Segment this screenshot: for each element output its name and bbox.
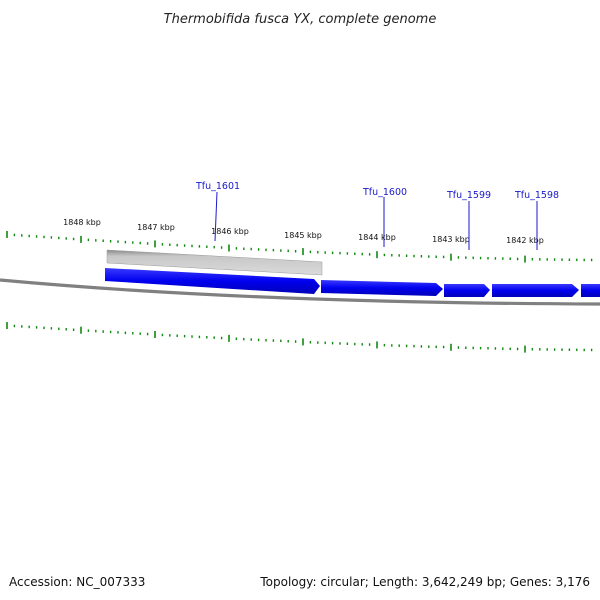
gene-label-tfu-1600[interactable]: Tfu_1600 <box>362 187 407 198</box>
kbp-label: 1846 kbp <box>211 227 249 236</box>
genome-backbone <box>0 278 600 306</box>
kbp-label: 1844 kbp <box>358 233 396 242</box>
inner-tick-ring <box>6 322 593 353</box>
gene-label-tfu-1599[interactable]: Tfu_1599 <box>446 190 491 201</box>
gene-label-leader <box>214 191 218 242</box>
gene-label-tfu-1601[interactable]: Tfu_1601 <box>195 181 240 192</box>
outer-tick-ring <box>6 231 593 263</box>
kbp-label: 1843 kbp <box>432 235 470 244</box>
genome-summary: Topology: circular; Length: 3,642,249 bp… <box>259 575 590 589</box>
gene-feature-tfu-1598[interactable] <box>492 284 579 297</box>
gene-feature-tfu-1599[interactable] <box>444 284 490 297</box>
gene-feature-segment[interactable] <box>105 268 320 294</box>
gene-feature-tfu-1600[interactable] <box>321 280 443 296</box>
gene-label-tfu-1598[interactable]: Tfu_1598 <box>514 190 559 201</box>
gene-feature-tfu-1601[interactable] <box>106 249 323 276</box>
gene-feature-edge[interactable] <box>581 284 600 297</box>
kbp-label: 1848 kbp <box>63 218 101 227</box>
accession-label: Accession: NC_007333 <box>9 575 145 589</box>
kbp-label: 1847 kbp <box>137 223 175 232</box>
kbp-label: 1845 kbp <box>284 231 322 240</box>
map-title: Thermobifida fusca YX, complete genome <box>164 12 437 27</box>
kbp-label: 1842 kbp <box>506 236 544 245</box>
